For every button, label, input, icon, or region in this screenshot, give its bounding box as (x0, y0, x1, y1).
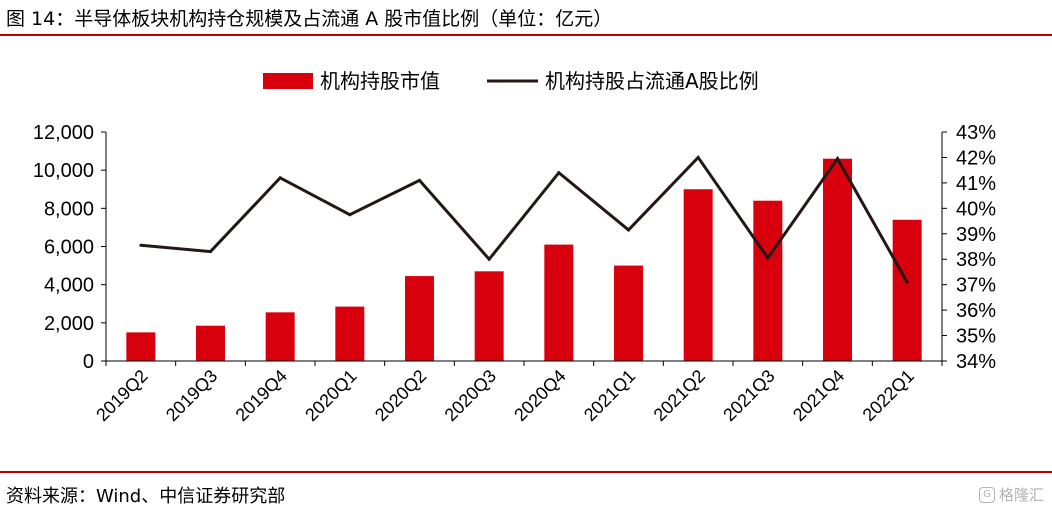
left-tick-label: 4,000 (44, 275, 94, 297)
right-tick-label: 39% (956, 224, 996, 246)
right-tick-label: 34% (956, 351, 996, 373)
right-tick-label: 38% (956, 249, 996, 271)
left-tick-label: 12,000 (33, 122, 94, 144)
x-tick-label: 2019Q4 (232, 366, 291, 425)
watermark-text: 格隆汇 (998, 486, 1044, 504)
bar (683, 189, 713, 361)
bar (823, 158, 852, 361)
chart: 0 2,000 4,000 6,000 8,000 10,000 12,000 34% 35% 3… (33, 69, 996, 425)
right-tick-label: 41% (956, 173, 996, 195)
bar (126, 332, 156, 361)
bar (614, 265, 643, 361)
bar (544, 244, 574, 361)
x-tick-label: 2020Q2 (371, 366, 430, 425)
right-tick-label: 42% (956, 147, 996, 169)
figure-title: 图 14：半导体板块机构持仓规模及占流通 A 股市值比例（单位：亿元） (6, 8, 613, 30)
legend-bar-label: 机构持股市值 (320, 69, 440, 93)
x-tick-label: 2021Q4 (789, 366, 848, 425)
watermark-logo-icon: G (978, 486, 995, 503)
left-tick-label: 10,000 (33, 160, 94, 182)
x-tick-label: 2022Q1 (859, 366, 918, 425)
x-tick-label: 2020Q1 (301, 366, 360, 425)
left-tick-label: 6,000 (44, 237, 94, 259)
line-point (278, 176, 282, 180)
ratio-line (140, 155, 909, 283)
x-tick-label: 2019Q3 (162, 366, 221, 425)
line-point (557, 171, 561, 175)
left-tick-label: 8,000 (44, 198, 94, 220)
line-point (209, 250, 212, 254)
line-point (627, 228, 630, 232)
line-point (348, 213, 352, 217)
bar (474, 271, 504, 361)
right-tick-label: 36% (956, 300, 996, 322)
right-tick-label: 43% (956, 122, 996, 144)
right-tick-label: 35% (956, 326, 996, 348)
x-tick-label: 2019Q2 (92, 366, 151, 425)
source-note: 资料来源：Wind、中信证券研究部 (6, 486, 286, 507)
line-point (836, 157, 839, 161)
x-tick-label: 2021Q1 (580, 366, 639, 425)
line-point (766, 256, 770, 260)
watermark: G 格隆汇 (978, 484, 1044, 505)
x-tick-label: 2021Q2 (650, 366, 709, 425)
bar (753, 200, 783, 361)
bar (405, 276, 434, 361)
right-tick-label: 40% (956, 198, 996, 220)
x-tick-label: 2020Q3 (441, 366, 500, 425)
title-rule (0, 34, 1052, 36)
x-tick-label: 2021Q3 (719, 366, 778, 425)
line-point (139, 243, 143, 247)
bar (265, 312, 295, 361)
right-tick-label: 37% (956, 275, 996, 297)
x-tick-label: 2020Q4 (510, 366, 569, 425)
line-point (487, 257, 491, 261)
bar (196, 325, 225, 361)
bar (335, 306, 365, 361)
line-point (418, 178, 421, 182)
legend-bar-swatch (263, 73, 313, 89)
line-point (696, 155, 700, 159)
source-rule (0, 471, 1052, 473)
left-tick-label: 2,000 (44, 313, 94, 335)
line-point (905, 280, 909, 284)
legend-line-label: 机构持股占流通A股比例 (545, 69, 759, 93)
bar (892, 219, 922, 361)
left-tick-label: 0 (83, 351, 94, 373)
